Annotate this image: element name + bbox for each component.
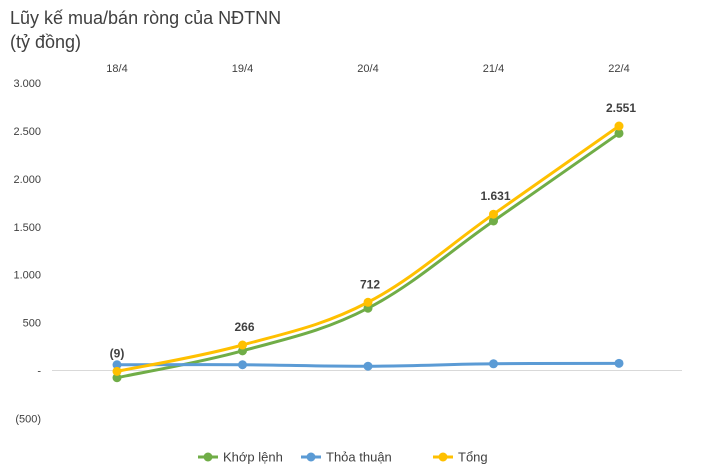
data-point-tong <box>363 297 373 307</box>
data-point-thoa-thuan <box>489 359 498 369</box>
data-label: 2.551 <box>606 101 636 115</box>
y-tick-label: 2.500 <box>13 126 41 138</box>
x-category-label: 21/4 <box>483 63 504 75</box>
data-label: 266 <box>234 320 254 334</box>
data-point-tong <box>112 366 122 376</box>
y-tick-label: 1.000 <box>13 270 41 282</box>
series-line-tong <box>115 124 621 373</box>
x-category-label: 18/4 <box>106 63 127 75</box>
legend-swatch-marker <box>203 452 213 462</box>
legend-label: Thỏa thuận <box>326 450 392 465</box>
legend-label: Khớp lệnh <box>223 450 283 465</box>
legend-swatch-marker <box>306 452 316 462</box>
data-point-khop-lenh <box>489 216 498 226</box>
series-line-khop-lenh <box>115 131 621 380</box>
data-point-tong <box>614 121 624 131</box>
y-tick-label: - <box>37 366 41 378</box>
y-tick-label: 500 <box>23 318 41 330</box>
data-point-thoa-thuan <box>238 360 247 370</box>
chart-title: Lũy kế mua/bán ròng của NĐTNN <box>10 8 282 28</box>
data-point-khop-lenh <box>112 373 122 383</box>
data-point-thoa-thuan <box>112 360 122 370</box>
data-label: (9) <box>110 346 125 360</box>
y-tick-label: 3.000 <box>13 78 41 90</box>
legend-label: Tổng <box>458 450 488 465</box>
legend-swatch-marker <box>438 452 448 462</box>
chart-subtitle: (tỷ đồng) <box>10 32 82 52</box>
x-category-label: 20/4 <box>357 63 378 75</box>
data-point-thoa-thuan <box>614 358 624 368</box>
y-tick-label: 2.000 <box>13 174 41 186</box>
data-point-khop-lenh <box>614 128 624 138</box>
y-tick-label: 1.500 <box>13 222 41 234</box>
data-label: 1.631 <box>480 189 510 203</box>
data-point-tong <box>489 209 498 219</box>
y-tick-label: (500) <box>15 413 41 425</box>
x-category-label: 22/4 <box>608 63 629 75</box>
data-point-tong <box>238 340 247 350</box>
x-category-label: 19/4 <box>232 63 253 75</box>
data-point-thoa-thuan <box>363 361 373 371</box>
data-label: 712 <box>360 277 380 291</box>
